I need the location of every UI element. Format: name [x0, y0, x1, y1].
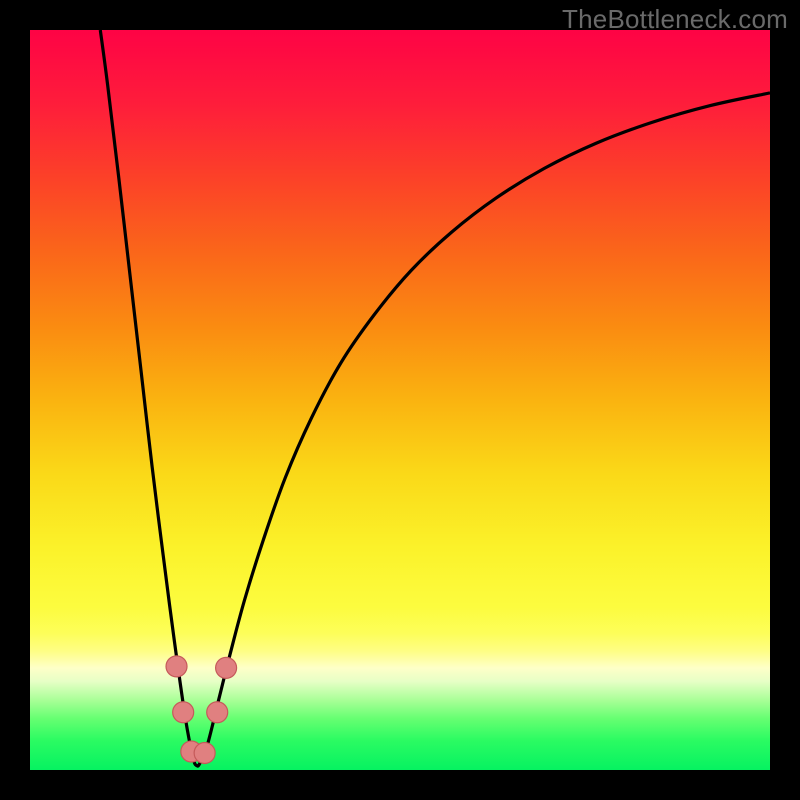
bottleneck-curve-svg	[30, 30, 770, 770]
watermark-text: TheBottleneck.com	[562, 4, 788, 35]
marker-dot	[173, 702, 194, 723]
marker-dot	[166, 656, 187, 677]
marker-group	[166, 656, 237, 764]
bottleneck-curve	[100, 30, 770, 766]
marker-dot	[216, 657, 237, 678]
marker-dot	[207, 702, 228, 723]
plot-area	[30, 30, 770, 770]
marker-dot	[194, 742, 215, 763]
